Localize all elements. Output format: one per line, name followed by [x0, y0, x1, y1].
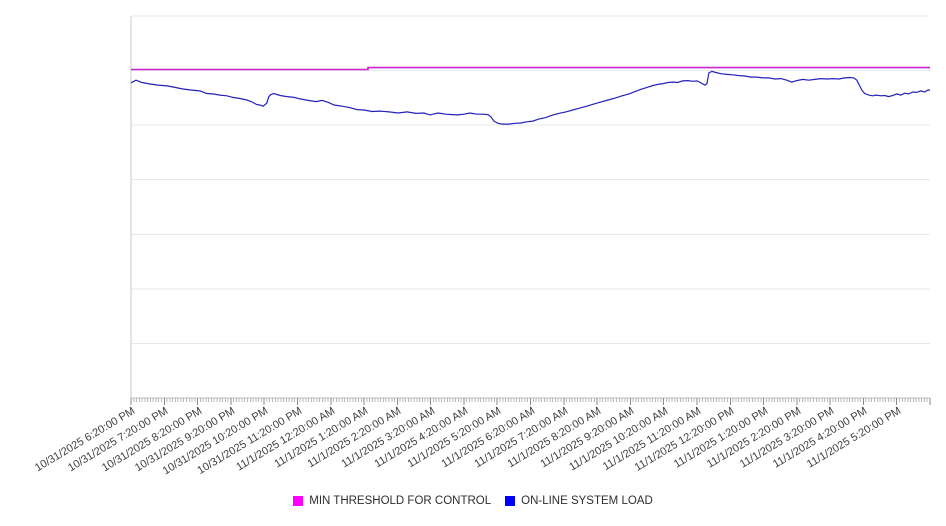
legend-label-min-threshold: MIN THRESHOLD FOR CONTROL — [309, 495, 492, 507]
chart-legend: MIN THRESHOLD FOR CONTROL ON-LINE SYSTEM… — [0, 495, 946, 507]
legend-item-online-system-load[interactable]: ON-LINE SYSTEM LOAD — [505, 495, 653, 507]
series-on-line-system-load — [130, 70, 930, 125]
online-system-load-swatch-icon — [505, 496, 516, 506]
legend-label-online-system-load: ON-LINE SYSTEM LOAD — [521, 495, 653, 507]
min-threshold-swatch-icon — [293, 496, 304, 506]
series-min-threshold-for-control — [131, 66, 930, 71]
legend-item-min-threshold[interactable]: MIN THRESHOLD FOR CONTROL — [293, 495, 491, 507]
